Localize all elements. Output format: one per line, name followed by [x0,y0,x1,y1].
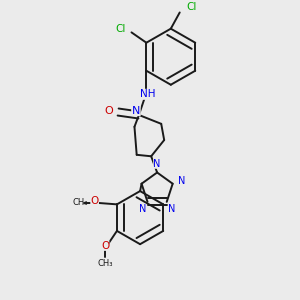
Text: Cl: Cl [187,2,197,12]
Text: O: O [104,106,113,116]
Text: N: N [132,106,140,116]
Text: N: N [178,176,185,186]
Text: N: N [168,204,176,214]
Text: CH₃: CH₃ [72,198,88,207]
Text: Cl: Cl [115,24,125,34]
Text: O: O [101,241,109,251]
Text: N: N [139,204,146,214]
Text: O: O [91,196,99,206]
Text: N: N [153,159,161,169]
Text: NH: NH [140,89,156,99]
Text: CH₃: CH₃ [97,259,113,268]
